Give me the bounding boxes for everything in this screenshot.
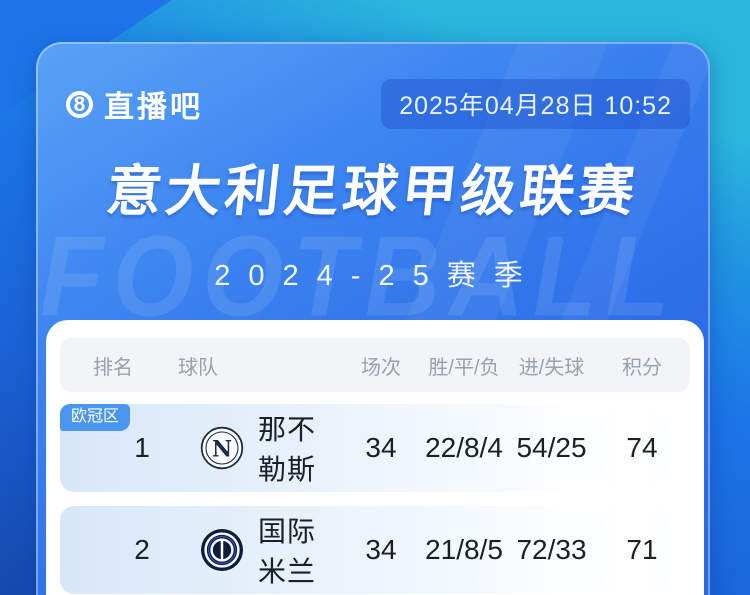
rank-value: 2 (134, 534, 150, 565)
logo-8-icon: 8 (66, 90, 93, 118)
top-bar: 8 直播吧 2025年04月28日 10:52 (66, 79, 690, 129)
zhibo8-logo: 8 直播吧 (66, 82, 203, 126)
table-row: 2 国际米兰 34 21/8/5 72/33 71 (60, 506, 690, 594)
played-value: 34 (365, 534, 397, 565)
points-value: 74 (626, 432, 658, 463)
napoli-crest-icon: N (200, 426, 244, 470)
inter-crest-icon (201, 529, 243, 571)
league-title: 意大利足球甲级联赛 (103, 160, 642, 222)
logo-wordmark: 直播吧 (104, 91, 203, 124)
svg-text:N: N (212, 437, 232, 463)
wdl-value: 21/8/5 (425, 534, 503, 565)
ucl-zone-badge: 欧冠区 (60, 404, 131, 431)
table-row: 欧冠区 1 N 那不勒斯 34 22/8/4 54/25 74 (60, 404, 690, 492)
team-name: 那不勒斯 (258, 414, 317, 485)
played-value: 34 (365, 432, 397, 463)
main-card: FOOTBALL 8 直播吧 2025年04月28日 10:52 意大利足球甲级… (36, 42, 710, 595)
column-header-rank: 排名 (93, 356, 133, 379)
goals-value: 72/33 (516, 534, 587, 565)
team-name: 国际米兰 (258, 516, 317, 587)
column-header-wdl: 胜/平/负 (428, 356, 500, 379)
standings-panel: 排名 球队 场次 胜/平/负 进/失球 积分 欧冠区 1 N 那不勒斯 (46, 320, 704, 595)
column-header-points: 积分 (622, 356, 662, 379)
points-value: 71 (626, 534, 658, 565)
column-header-played: 场次 (361, 356, 401, 379)
team-cell: N 那不勒斯 (200, 408, 343, 488)
datetime-badge: 2025年04月28日 10:52 (381, 79, 690, 129)
season-subtitle: 2024-25赛季 (214, 260, 541, 292)
team-cell: 国际米兰 (200, 510, 343, 590)
column-header-team: 球队 (178, 356, 218, 379)
wdl-value: 22/8/4 (425, 432, 503, 463)
column-header-goals: 进/失球 (518, 356, 585, 379)
table-header-row: 排名 球队 场次 胜/平/负 进/失球 积分 (60, 338, 690, 392)
rank-value: 1 (134, 432, 150, 463)
goals-value: 54/25 (516, 432, 587, 463)
